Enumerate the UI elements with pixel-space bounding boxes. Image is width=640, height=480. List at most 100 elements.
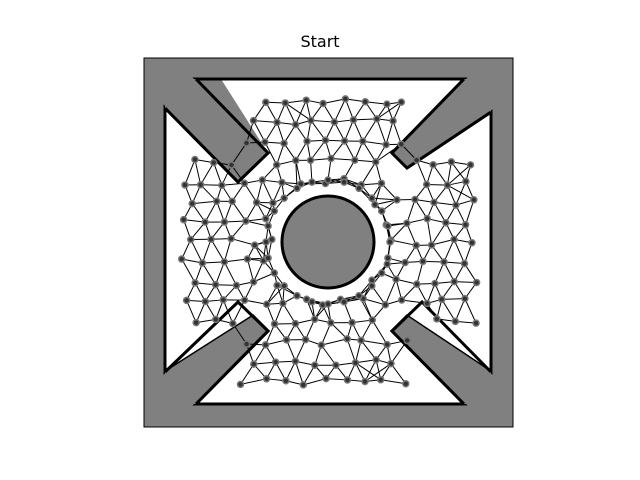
mesh-node [250, 241, 259, 249]
mesh-edge [453, 239, 465, 264]
mesh-node [327, 319, 335, 327]
mesh-node [292, 156, 300, 165]
mesh-node [340, 178, 348, 186]
obstacle-bar-bottom-right [392, 316, 491, 404]
mesh-node [311, 361, 319, 370]
mesh-edge [441, 298, 465, 300]
mesh-edge [454, 298, 466, 322]
mesh-node [443, 181, 452, 189]
mesh-node [376, 375, 385, 384]
mesh-edge [266, 285, 285, 305]
mesh-node [273, 118, 281, 127]
mesh-node [419, 257, 427, 266]
center-obstacle [280, 194, 376, 290]
mesh-edge [390, 239, 417, 246]
mesh-edge [192, 200, 217, 205]
mesh-node [271, 358, 280, 366]
mesh-node [220, 218, 229, 226]
mesh-node [273, 281, 281, 290]
mesh-node [429, 161, 437, 169]
mesh-edge [443, 239, 455, 263]
mesh-node [397, 140, 406, 148]
mesh-node [209, 158, 218, 167]
mesh-edge [231, 201, 247, 222]
mesh-node [269, 199, 277, 207]
mesh-edge [222, 299, 234, 324]
mesh-edge [353, 118, 377, 121]
mesh-node [397, 296, 406, 304]
mesh-node [297, 180, 305, 188]
mesh-node [384, 254, 392, 262]
mesh-node [212, 197, 221, 206]
mesh-edge [286, 339, 296, 362]
mesh-edge [320, 344, 337, 366]
mesh-edge [295, 160, 302, 184]
mesh-node [270, 269, 279, 277]
mesh-edge [253, 120, 266, 143]
mesh-node [437, 295, 446, 304]
mesh-node [450, 235, 458, 244]
mesh-edge [401, 299, 428, 304]
mesh-edge [195, 301, 206, 323]
mesh-node [319, 99, 327, 108]
mesh-node [470, 196, 478, 204]
mesh-node [393, 196, 401, 204]
mesh-edge [330, 322, 348, 340]
mesh-edge [295, 99, 307, 125]
mesh-node [383, 340, 391, 349]
mesh-node [198, 259, 207, 267]
mesh-edge [215, 261, 225, 285]
mesh-edge [246, 258, 255, 283]
mesh-edge [232, 299, 246, 324]
mesh-node [252, 198, 261, 207]
mesh-node [327, 154, 335, 163]
mesh-node [371, 200, 379, 209]
mesh-node [272, 161, 281, 169]
mesh-edge [364, 359, 377, 382]
mesh-node [372, 355, 380, 364]
mesh-edge [426, 218, 433, 246]
mesh-node [348, 318, 356, 327]
mesh-node [262, 375, 271, 383]
mesh-node [413, 280, 421, 288]
mesh-node [368, 194, 376, 202]
mesh-node [243, 255, 252, 263]
mesh-node [472, 278, 481, 287]
mesh-node [461, 221, 470, 229]
mesh-edge [431, 238, 455, 246]
mesh-edge [184, 159, 196, 186]
mesh-node [293, 291, 301, 300]
mesh-node [299, 381, 308, 389]
mesh-edge [224, 258, 248, 263]
mesh-edge [221, 182, 245, 186]
mesh-edge [294, 361, 304, 386]
mesh-node [381, 301, 390, 309]
mesh-node [423, 299, 431, 308]
mesh-node [389, 117, 397, 125]
mesh-edge [190, 239, 203, 264]
mesh-node [242, 340, 251, 348]
mesh-edge [244, 299, 267, 305]
mesh-node [373, 115, 381, 123]
mesh-edge [253, 260, 264, 283]
mesh-node [291, 319, 300, 328]
mesh-edge [390, 363, 407, 385]
mesh-edge [321, 338, 348, 346]
mesh-edge [231, 142, 247, 166]
mesh-edge [360, 339, 388, 346]
mesh-node [412, 241, 420, 250]
mesh-node [359, 137, 367, 145]
mesh-node [291, 357, 300, 365]
mesh-node [440, 258, 448, 266]
mesh-node [377, 179, 386, 188]
mesh-edge [310, 139, 326, 161]
mesh-edge [201, 262, 217, 285]
mesh-node [377, 269, 386, 277]
mesh-edge [381, 182, 398, 201]
mesh-edge [240, 378, 267, 385]
mesh-node [472, 319, 480, 327]
mesh-edge [232, 323, 247, 345]
mesh-node [179, 215, 188, 224]
mesh-node [306, 156, 315, 164]
